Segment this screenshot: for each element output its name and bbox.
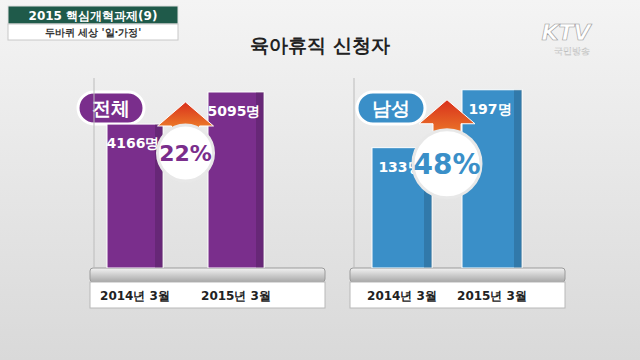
annotation: 48% [413,148,480,181]
category-label: 2014년 3월 [100,289,170,303]
annotation-circle [413,130,481,198]
category-strip [350,282,565,308]
chart-panel: 남성133명197명2014년 3월2015년 3월48% [350,78,565,308]
category-strip [90,282,325,308]
category-label: 2014년 3월 [367,289,437,303]
badge-box [8,6,178,24]
axis-line [354,78,355,268]
category-label: 2015년 3월 [201,289,271,303]
annotation: 22% [159,141,212,166]
platform [90,268,325,282]
platform [350,268,565,282]
stage: 2015 핵심개혁과제(9) 두바퀴 세상 '일·가정' KTV국민방송 육아휴직 신… [0,0,640,360]
category-label: 2015년 3월 [457,289,527,303]
logo: KTV [541,20,592,45]
bar [208,92,264,268]
bars [372,90,522,268]
chart-panel: 전체 4166명 5095명 2014년 3월 2015년 3월 22% [78,78,325,308]
axis-line [94,78,95,268]
title-pill [357,92,425,124]
background [0,0,640,360]
badge-text: 2015 핵심개혁과제(9) [29,9,158,23]
bar [107,124,163,268]
subtitle-text: 두바퀴 세상 '일·가정' [45,27,142,38]
bars [107,92,264,268]
subtitle-box [8,24,178,40]
main-title: 육아휴직 신청자 [250,34,390,56]
logo-sub: 국민방송 [554,46,590,56]
data-label: 197명 [468,101,511,117]
chart-title: 남성 [372,97,410,119]
annotation-circle [158,125,214,181]
title-pill [78,92,144,124]
bar-shade [514,90,522,268]
data-label: 4166명 [107,135,160,151]
data-label: 5095명 [208,103,261,119]
chart-title: 전체 [92,97,130,119]
